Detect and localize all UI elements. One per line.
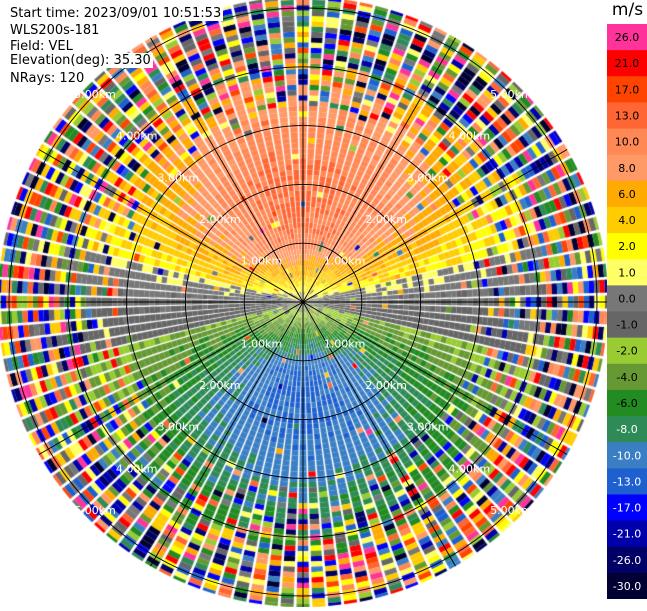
colorbar-swatch bbox=[607, 76, 647, 104]
colorbar-swatch bbox=[607, 259, 647, 286]
range-ring-label: 4.00km bbox=[116, 462, 158, 475]
colorbar-tick-label: -8.0 bbox=[616, 423, 637, 436]
colorbar-swatch bbox=[607, 337, 647, 365]
range-ring-label: 4.00km bbox=[449, 462, 491, 475]
colorbar-tick-label: 26.0 bbox=[615, 31, 640, 44]
start-time-label: Start time: 2023/09/01 10:51:53 bbox=[10, 6, 224, 21]
colorbar-tick-label: -13.0 bbox=[613, 475, 641, 488]
colorbar-swatch bbox=[607, 24, 647, 51]
nrays-label: NRays: 120 bbox=[10, 71, 87, 86]
range-ring-label: 2.00km bbox=[365, 213, 407, 226]
colorbar-swatch bbox=[607, 389, 647, 417]
range-ring-label: 2.00km bbox=[365, 379, 407, 392]
elevation-label: Elevation(deg): 35.30 bbox=[10, 53, 153, 68]
colorbar-tick-label: 21.0 bbox=[615, 57, 640, 70]
azimuth-spoke bbox=[302, 301, 456, 567]
colorbar-swatch bbox=[607, 572, 647, 599]
azimuth-spoke bbox=[38, 301, 304, 455]
range-ring-label: 1.00km bbox=[241, 254, 283, 267]
colorbar-tick-label: -21.0 bbox=[613, 528, 641, 541]
range-ring-label: 5.00km bbox=[490, 504, 532, 517]
colorbar-swatch bbox=[607, 180, 647, 208]
range-ring-label: 3.00km bbox=[407, 171, 449, 184]
colorbar-tick-label: 4.0 bbox=[618, 214, 636, 227]
colorbar-swatch bbox=[607, 128, 647, 156]
colorbar-tick-label: -4.0 bbox=[616, 371, 637, 384]
colorbar-swatch bbox=[607, 102, 647, 130]
colorbar-tick-label: 1.0 bbox=[618, 266, 636, 279]
field-label: Field: VEL bbox=[10, 39, 75, 54]
azimuth-spoke bbox=[302, 149, 568, 303]
colorbar-swatch bbox=[607, 494, 647, 522]
colorbar: 26.0 21.0 17.0 13.0 10.0 8.0 6.0 4.0 2.0 1.0 0.0 -1… bbox=[607, 24, 647, 599]
colorbar-tick-label: -2.0 bbox=[616, 345, 637, 358]
range-ring-label: 4.00km bbox=[449, 130, 491, 143]
range-ring-label: 2.00km bbox=[199, 213, 241, 226]
range-ring-label: 1.00km bbox=[324, 254, 366, 267]
colorbar-swatch bbox=[607, 285, 647, 313]
colorbar-unit-label: m/s bbox=[611, 0, 644, 20]
azimuth-spoke bbox=[38, 149, 304, 303]
range-ring-label: 5.00km bbox=[74, 504, 116, 517]
colorbar-swatch bbox=[607, 416, 647, 443]
colorbar-tick-label: -30.0 bbox=[613, 580, 641, 593]
colorbar-tick-label: 2.0 bbox=[618, 240, 636, 253]
colorbar-tick-label: -26.0 bbox=[613, 554, 641, 567]
azimuth-spoke bbox=[150, 37, 304, 303]
colorbar-swatch bbox=[607, 520, 647, 548]
azimuth-spoke bbox=[302, 301, 568, 455]
colorbar-swatch bbox=[607, 311, 647, 339]
colorbar-tick-label: 8.0 bbox=[618, 162, 636, 175]
colorbar-swatch bbox=[607, 206, 647, 234]
colorbar-tick-label: -17.0 bbox=[613, 502, 641, 515]
range-ring-label: 3.00km bbox=[158, 171, 200, 184]
colorbar-swatch bbox=[607, 154, 647, 182]
range-ring-label: 5.00km bbox=[74, 88, 116, 101]
colorbar-swatch bbox=[607, 546, 647, 574]
colorbar-tick-label: -1.0 bbox=[616, 319, 637, 332]
range-ring-label: 5.00km bbox=[490, 88, 532, 101]
instrument-label: WLS200s-181 bbox=[10, 23, 102, 38]
colorbar-tick-label: -6.0 bbox=[616, 397, 637, 410]
range-ring-label: 4.00km bbox=[116, 130, 158, 143]
azimuth-spoke bbox=[150, 301, 304, 567]
colorbar-swatch bbox=[607, 363, 647, 391]
colorbar-tick-label: 10.0 bbox=[615, 136, 640, 149]
colorbar-tick-label: 0.0 bbox=[618, 292, 636, 305]
colorbar-swatch bbox=[607, 50, 647, 77]
colorbar-tick-label: -10.0 bbox=[613, 449, 641, 462]
colorbar-swatch bbox=[607, 442, 647, 469]
range-ring-label: 3.00km bbox=[407, 421, 449, 434]
colorbar-swatch bbox=[607, 468, 647, 496]
azimuth-spoke bbox=[302, 37, 456, 303]
colorbar-tick-label: 13.0 bbox=[615, 109, 640, 122]
range-ring-label: 3.00km bbox=[158, 421, 200, 434]
colorbar-swatch bbox=[607, 233, 647, 260]
range-ring-label: 1.00km bbox=[324, 338, 366, 351]
colorbar-tick-label: 17.0 bbox=[615, 83, 640, 96]
range-ring-label: 2.00km bbox=[199, 379, 241, 392]
colorbar-tick-label: 6.0 bbox=[618, 188, 636, 201]
range-ring-label: 1.00km bbox=[241, 338, 283, 351]
